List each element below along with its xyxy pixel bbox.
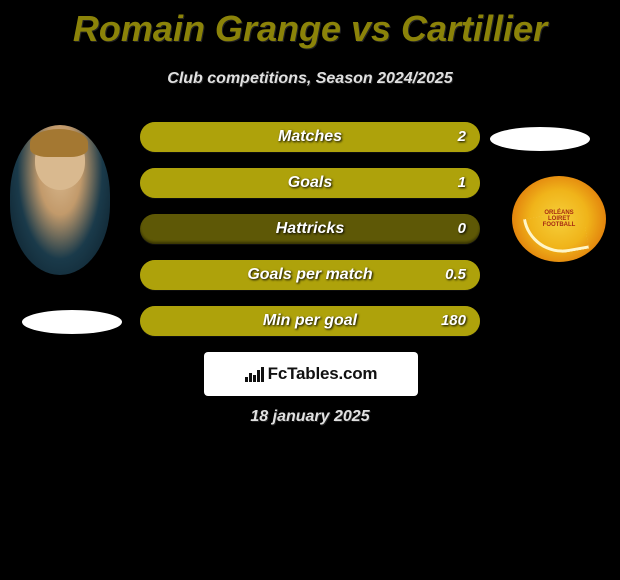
date-label: 18 january 2025 (0, 408, 620, 426)
player-left-avatar (10, 125, 110, 275)
stat-bar: Matches 2 (140, 122, 480, 152)
player-left-oval (22, 310, 122, 334)
site-logo[interactable]: FcTables.com (204, 352, 418, 396)
page-title: Romain Grange vs Cartillier (0, 0, 620, 50)
stat-bar: Goals 1 (140, 168, 480, 198)
stat-bar-value: 2 (458, 122, 466, 152)
player-right-crest: ORLÉANS LOIRET FOOTBALL (512, 176, 606, 262)
stat-bar-label: Goals per match (140, 260, 480, 290)
barchart-icon (245, 367, 264, 382)
stat-bar-label: Min per goal (140, 306, 480, 336)
stat-bar-value: 0.5 (445, 260, 466, 290)
site-logo-text: FcTables.com (268, 364, 378, 384)
stats-bars: Matches 2 Goals 1 Hattricks 0 Goals per … (140, 122, 480, 352)
stat-bar-label: Matches (140, 122, 480, 152)
stat-bar: Goals per match 0.5 (140, 260, 480, 290)
stat-bar: Min per goal 180 (140, 306, 480, 336)
player-right-oval (490, 127, 590, 151)
stat-bar: Hattricks 0 (140, 214, 480, 244)
stat-bar-value: 180 (441, 306, 466, 336)
stat-bar-value: 1 (458, 168, 466, 198)
crest-swoop-icon (523, 209, 589, 259)
stat-bar-label: Hattricks (140, 214, 480, 244)
subtitle: Club competitions, Season 2024/2025 (0, 70, 620, 88)
stat-bar-value: 0 (458, 214, 466, 244)
stat-bar-label: Goals (140, 168, 480, 198)
